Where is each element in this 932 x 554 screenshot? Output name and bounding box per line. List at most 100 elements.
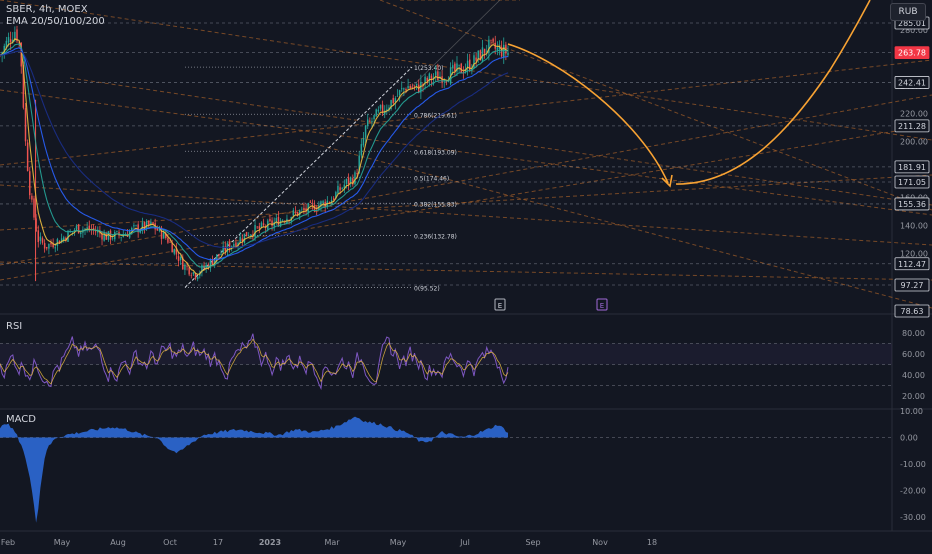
candle-body bbox=[12, 39, 14, 43]
candle-body bbox=[86, 227, 88, 229]
projection-path-up bbox=[675, 0, 871, 185]
candle-body bbox=[479, 50, 482, 61]
fib-level-label: 0.382(155.83) bbox=[414, 201, 457, 208]
candle-body bbox=[473, 55, 475, 69]
ema-line-50 bbox=[0, 43, 509, 268]
candle-body bbox=[84, 228, 86, 230]
candle-body bbox=[31, 195, 33, 200]
candle-body bbox=[320, 201, 322, 207]
candle-body bbox=[356, 173, 358, 175]
candle-body bbox=[454, 63, 456, 72]
candle-body bbox=[137, 224, 139, 233]
candle-body bbox=[339, 187, 341, 191]
candle-body bbox=[239, 236, 241, 244]
candle-body bbox=[488, 39, 490, 54]
macd-tick-label: -10.00 bbox=[900, 460, 926, 469]
candle-body bbox=[16, 29, 18, 42]
candle-body bbox=[392, 97, 394, 104]
last-price-badge bbox=[894, 46, 930, 60]
price-level-badge bbox=[894, 160, 930, 174]
candle-body bbox=[447, 81, 450, 83]
candle-body bbox=[3, 45, 5, 53]
candle-body bbox=[445, 81, 448, 82]
earnings-marker bbox=[596, 298, 608, 311]
candle-body bbox=[360, 144, 363, 156]
candle-body bbox=[179, 257, 182, 261]
candle-body bbox=[337, 185, 339, 194]
candle-body bbox=[349, 177, 352, 183]
time-tick-label: 2023 bbox=[259, 538, 281, 547]
candle-body bbox=[269, 218, 271, 222]
candle-body bbox=[354, 172, 356, 185]
trendline bbox=[299, 139, 932, 309]
candle-body bbox=[341, 187, 343, 189]
rsi-band bbox=[0, 343, 892, 365]
trendline bbox=[0, 89, 932, 216]
candle-body bbox=[335, 192, 337, 199]
candle-body bbox=[468, 59, 471, 71]
candle-body bbox=[211, 259, 214, 265]
price-level-label: 97.27 bbox=[901, 281, 924, 290]
candle-body bbox=[120, 237, 122, 238]
candle-body bbox=[228, 242, 231, 250]
candle-body bbox=[428, 73, 431, 81]
candle-body bbox=[133, 225, 135, 227]
candle-body bbox=[377, 109, 380, 112]
candle-body bbox=[466, 60, 469, 69]
candle-body bbox=[294, 211, 297, 213]
candle-body bbox=[233, 244, 235, 248]
candle-body bbox=[298, 210, 301, 216]
candle-body bbox=[39, 236, 42, 241]
candle-body bbox=[409, 85, 411, 89]
candle-body bbox=[386, 109, 388, 111]
time-tick-label: 18 bbox=[647, 538, 657, 547]
price-level-label: 285.01 bbox=[898, 19, 926, 28]
candle-body bbox=[58, 240, 61, 244]
candle-body bbox=[403, 88, 405, 90]
candle-body bbox=[411, 87, 414, 89]
candle-body bbox=[103, 233, 105, 241]
rsi-tick-label: 60.00 bbox=[902, 350, 925, 359]
candle-body bbox=[9, 39, 12, 42]
rsi-tick-label: 40.00 bbox=[902, 371, 925, 380]
time-tick-label: Nov bbox=[592, 538, 608, 547]
candle-body bbox=[46, 246, 48, 249]
candle-body bbox=[424, 76, 426, 84]
candle-body bbox=[175, 248, 178, 255]
candle-body bbox=[162, 232, 165, 239]
candle-body bbox=[169, 242, 171, 243]
candle-body bbox=[158, 227, 161, 231]
candle-body bbox=[77, 224, 80, 234]
candle-body bbox=[420, 81, 422, 93]
fib-level-label: 0.618(193.09) bbox=[414, 149, 457, 156]
candle-body bbox=[152, 222, 154, 225]
candle-body bbox=[437, 71, 439, 81]
candle-body bbox=[273, 222, 275, 227]
candle-body bbox=[358, 155, 360, 174]
time-tick-label: Oct bbox=[163, 538, 177, 547]
candle-body bbox=[366, 119, 369, 127]
candle-body bbox=[405, 88, 407, 91]
price-level-badge bbox=[894, 257, 930, 271]
candle-body bbox=[352, 178, 354, 185]
projection-path-down bbox=[507, 43, 669, 184]
candle-body bbox=[364, 125, 367, 138]
candle-body bbox=[422, 83, 424, 85]
candle-body bbox=[131, 227, 133, 232]
rsi-tick-label: 80.00 bbox=[902, 329, 925, 338]
price-level-label: 155.36 bbox=[898, 200, 926, 209]
macd-pane-label: MACD bbox=[6, 414, 36, 425]
currency-button[interactable]: RUB bbox=[890, 3, 926, 21]
candle-body bbox=[92, 227, 95, 230]
price-tick-label: 120.00 bbox=[900, 249, 928, 258]
candle-body bbox=[52, 243, 54, 248]
candle-body bbox=[145, 221, 148, 230]
time-tick-label: 17 bbox=[213, 538, 223, 547]
candle-body bbox=[345, 179, 348, 184]
candle-body bbox=[432, 77, 435, 79]
candle-body bbox=[173, 248, 176, 254]
time-tick-label: Feb bbox=[1, 538, 15, 547]
price-level-badge bbox=[894, 175, 930, 189]
candle-body bbox=[88, 225, 91, 230]
